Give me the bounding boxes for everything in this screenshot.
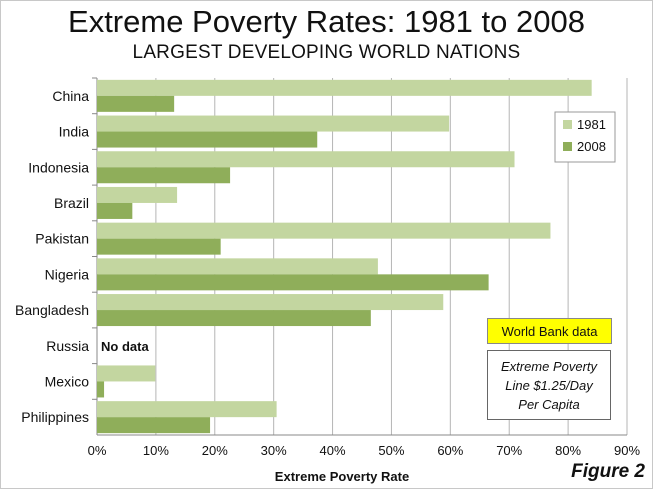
category-label-indonesia: Indonesia — [28, 159, 89, 175]
bar-china-1981 — [97, 79, 592, 96]
legend-swatch-2008 — [563, 142, 572, 151]
note-line-2: Line $1.25/Day — [505, 378, 593, 393]
bar-pakistan-2008 — [97, 238, 221, 255]
bar-bangladesh-2008 — [97, 310, 371, 327]
bar-philippines-1981 — [97, 401, 277, 418]
x-axis-label: Extreme Poverty Rate — [275, 469, 409, 484]
bar-brazil-1981 — [97, 186, 178, 203]
x-tick-label: 0% — [88, 443, 107, 458]
category-label-philippines: Philippines — [21, 409, 89, 425]
bar-philippines-2008 — [97, 417, 211, 434]
bar-china-2008 — [97, 95, 175, 112]
bar-nigeria-2008 — [97, 274, 489, 291]
bar-indonesia-1981 — [97, 151, 515, 168]
x-tick-label: 50% — [378, 443, 404, 458]
bar-bangladesh-1981 — [97, 294, 444, 311]
no-data-label: No data — [101, 339, 149, 354]
x-tick-label: 30% — [261, 443, 287, 458]
poverty-line-note: Extreme Poverty Line $1.25/Day Per Capit… — [487, 350, 611, 420]
x-tick-label: 60% — [437, 443, 463, 458]
figure-label: Figure 2 — [571, 461, 645, 482]
note-line-3: Per Capita — [518, 397, 580, 412]
category-label-brazil: Brazil — [54, 195, 89, 211]
chart-subtitle: LARGEST DEVELOPING WORLD NATIONS — [132, 42, 521, 63]
category-label-india: India — [59, 124, 90, 140]
bar-nigeria-1981 — [97, 258, 378, 275]
bar-india-1981 — [97, 115, 450, 132]
x-tick-label: 90% — [614, 443, 640, 458]
x-tick-label: 20% — [202, 443, 228, 458]
source-badge: World Bank data — [487, 318, 612, 344]
bar-mexico-2008 — [97, 381, 105, 398]
bar-india-2008 — [97, 131, 318, 148]
x-tick-label: 70% — [496, 443, 522, 458]
legend-box — [554, 111, 616, 163]
bar-brazil-2008 — [97, 202, 133, 219]
legend-label-2008: 2008 — [577, 139, 606, 154]
x-tick-label: 40% — [320, 443, 346, 458]
category-label-russia: Russia — [46, 338, 89, 354]
chart-title: Extreme Poverty Rates: 1981 to 2008 — [68, 4, 585, 39]
x-tick-label: 10% — [143, 443, 169, 458]
bar-mexico-1981 — [97, 365, 156, 382]
category-label-bangladesh: Bangladesh — [15, 302, 89, 318]
legend-swatch-1981 — [563, 120, 572, 129]
category-label-nigeria: Nigeria — [45, 266, 90, 282]
bar-pakistan-1981 — [97, 222, 551, 239]
category-label-mexico: Mexico — [45, 373, 90, 389]
category-label-china: China — [52, 88, 89, 104]
bar-indonesia-2008 — [97, 167, 231, 184]
x-tick-label: 80% — [555, 443, 581, 458]
legend-label-1981: 1981 — [577, 117, 606, 132]
note-line-1: Extreme Poverty — [500, 359, 598, 374]
category-label-pakistan: Pakistan — [35, 231, 89, 247]
